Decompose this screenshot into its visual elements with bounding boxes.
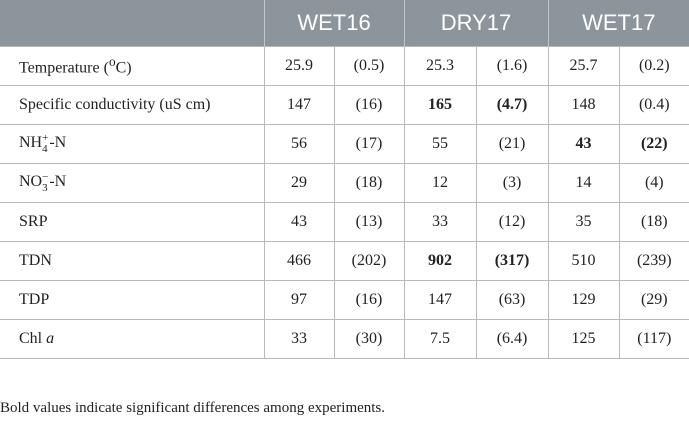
cell-wet16-sd: (0.5) xyxy=(333,46,405,86)
table-row: Temperature (oC) 25.9 (0.5) 25.3 (1.6) 25.7 (0… xyxy=(0,46,689,86)
cell-dry17-mean: 902 xyxy=(403,241,477,281)
data-table: WET16 DRY17 WET17 Temperature (oC) 25.9 (0… xyxy=(0,0,689,359)
header-corner xyxy=(0,0,265,47)
label-subscript: 4 xyxy=(42,143,48,155)
cell-wet16-sd: (202) xyxy=(333,241,405,281)
cell-dry17-sd: (21) xyxy=(475,124,549,164)
cell-wet16-sd: (17) xyxy=(333,124,405,164)
cell-wet16-mean: 43 xyxy=(263,202,335,242)
cell-dry17-mean: 165 xyxy=(403,85,477,125)
table-row: NH +4 -N 56 (17) 55 (21) 43 (22) xyxy=(0,124,689,164)
cell-dry17-mean: 33 xyxy=(403,202,477,242)
label-tail: C) xyxy=(115,59,132,77)
cell-dry17-sd: (63) xyxy=(475,280,549,320)
cell-wet16-sd: (16) xyxy=(333,85,405,125)
label-superscript: o xyxy=(108,54,116,70)
cell-wet17-sd: (4) xyxy=(618,163,689,203)
cell-wet17-sd: (0.4) xyxy=(618,85,689,125)
table-row: TDN 466 (202) 902 (317) 510 (239) xyxy=(0,241,689,281)
label-ion-charge: −3 xyxy=(42,172,48,194)
row-label: Specific conductivity (uS cm) xyxy=(0,85,265,125)
cell-dry17-mean: 55 xyxy=(403,124,477,164)
cell-dry17-sd: (1.6) xyxy=(475,46,549,86)
label-base: NH xyxy=(19,134,43,151)
cell-wet16-sd: (30) xyxy=(333,319,405,359)
label-superscript: − xyxy=(42,171,49,183)
label-base: Chl xyxy=(19,330,47,347)
row-label: NO −3 -N xyxy=(0,163,265,203)
cell-wet17-mean: 510 xyxy=(547,241,620,281)
cell-wet17-mean: 148 xyxy=(547,85,620,125)
cell-wet16-mean: 147 xyxy=(263,85,335,125)
cell-wet17-sd: (239) xyxy=(618,241,689,281)
cell-wet16-sd: (16) xyxy=(333,280,405,320)
cell-wet17-mean: 35 xyxy=(547,202,620,242)
label-subscript: 3 xyxy=(42,182,48,194)
cell-wet17-mean: 129 xyxy=(547,280,620,320)
header-dry17: DRY17 xyxy=(403,0,549,47)
cell-dry17-mean: 7.5 xyxy=(403,319,477,359)
row-label: NH +4 -N xyxy=(0,124,265,164)
cell-wet16-mean: 56 xyxy=(263,124,335,164)
table-row: Chl a 33 (30) 7.5 (6.4) 125 (117) xyxy=(0,319,689,359)
cell-wet17-mean: 43 xyxy=(547,124,620,164)
table-row: Specific conductivity (uS cm) 147 (16) 165(… xyxy=(0,85,689,125)
row-label: TDP xyxy=(0,280,265,320)
cell-dry17-sd: (4.7) xyxy=(475,85,549,125)
label-base: NO xyxy=(19,173,43,190)
label-superscript: + xyxy=(42,132,49,144)
cell-dry17-sd: (12) xyxy=(475,202,549,242)
cell-wet17-mean: 25.7 xyxy=(547,46,620,86)
row-label: Temperature (oC) xyxy=(0,46,265,86)
cell-dry17-sd: (317) xyxy=(475,241,549,281)
row-label: Chl a xyxy=(0,319,265,359)
table-row: SRP 43 (13) 33 (12) 35 (18) xyxy=(0,202,689,242)
header-wet17: WET17 xyxy=(547,0,689,47)
cell-wet16-mean: 29 xyxy=(263,163,335,203)
cell-wet17-sd: (29) xyxy=(618,280,689,320)
label-tail: -N xyxy=(49,173,67,190)
cell-wet16-mean: 466 xyxy=(263,241,335,281)
row-label: SRP xyxy=(0,202,265,242)
cell-dry17-mean: 12 xyxy=(403,163,477,203)
cell-wet16-sd: (13) xyxy=(333,202,405,242)
header-wet16: WET16 xyxy=(263,0,405,47)
header-row: WET16 DRY17 WET17 xyxy=(0,0,689,47)
table-row: NO −3 -N 29 (18) 12 (3) 14 (4) xyxy=(0,163,689,203)
table-footnote: Bold values indicate significant differe… xyxy=(0,400,386,416)
table-row: TDP 97 (16) 147 (63) 129 (29) xyxy=(0,280,689,320)
cell-wet16-mean: 25.9 xyxy=(263,46,335,86)
cell-dry17-sd: (3) xyxy=(475,163,549,203)
cell-wet17-sd: (18) xyxy=(618,202,689,242)
cell-wet17-sd: (22) xyxy=(618,124,689,164)
cell-wet16-sd: (18) xyxy=(333,163,405,203)
cell-dry17-sd: (6.4) xyxy=(475,319,549,359)
row-label: TDN xyxy=(0,241,265,281)
label-ion-charge: +4 xyxy=(42,133,48,155)
cell-dry17-mean: 25.3 xyxy=(403,46,477,86)
cell-wet17-sd: (0.2) xyxy=(618,46,689,86)
label-italic: a xyxy=(46,330,55,347)
label-text: Temperature ( xyxy=(19,59,109,77)
label-tail: -N xyxy=(49,134,67,151)
cell-dry17-mean: 147 xyxy=(403,280,477,320)
cell-wet16-mean: 97 xyxy=(263,280,335,320)
cell-wet17-mean: 125 xyxy=(547,319,620,359)
cell-wet17-mean: 14 xyxy=(547,163,620,203)
cell-wet17-sd: (117) xyxy=(618,319,689,359)
cell-wet16-mean: 33 xyxy=(263,319,335,359)
